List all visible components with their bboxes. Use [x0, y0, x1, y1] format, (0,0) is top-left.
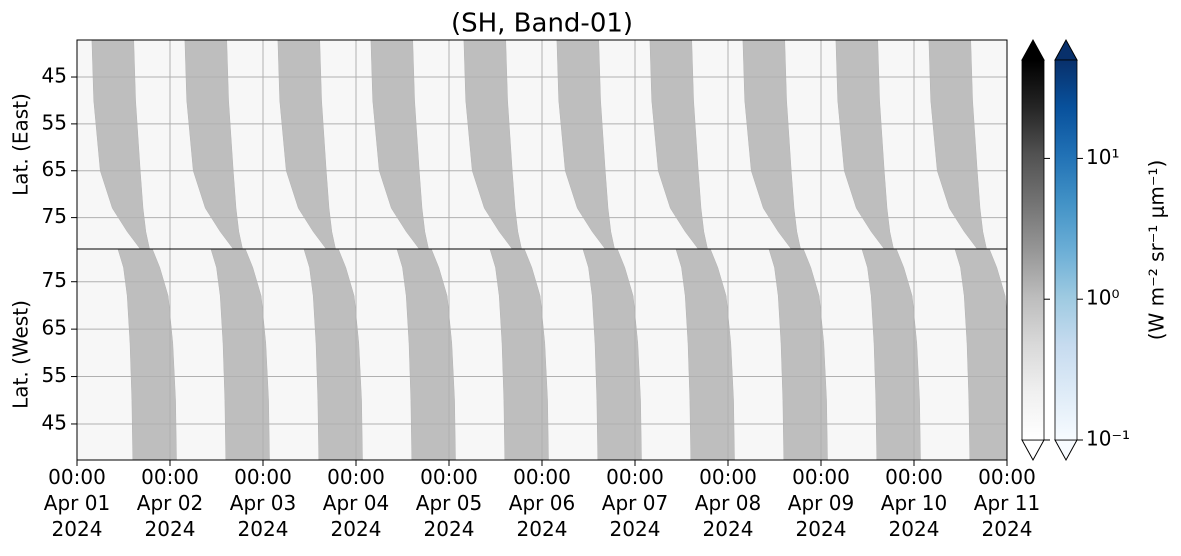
x-tick-label: 00:00 Apr 11 2024: [974, 465, 1040, 541]
stripe: [489, 249, 549, 460]
stripe: [117, 249, 177, 460]
stripe: [396, 249, 456, 460]
stripe: [675, 249, 735, 460]
colorbar-tick-label: 10¹: [1086, 145, 1119, 169]
y-tick-label: 55: [42, 110, 67, 134]
y-tick-label: 65: [42, 157, 67, 181]
y-tick-label: 55: [42, 363, 67, 387]
x-tick-label: 00:00 Apr 08 2024: [695, 465, 761, 541]
y-tick-label: 75: [42, 204, 67, 228]
panel: [77, 249, 1007, 460]
x-tick-label: 00:00 Apr 03 2024: [230, 465, 296, 541]
stripe: [582, 249, 642, 460]
colorbar-extend-max: [1021, 38, 1045, 61]
y-axis-label: Lat. (East): [9, 93, 33, 196]
x-tick-label: 00:00 Apr 06 2024: [509, 465, 575, 541]
colorbar-extend-max: [1054, 38, 1078, 61]
stripe: [210, 249, 270, 460]
x-tick-label: 00:00 Apr 02 2024: [137, 465, 203, 541]
colorbar-extend-min: [1021, 439, 1045, 462]
chart-title: (SH, Band-01): [451, 9, 633, 39]
colorbar: [1054, 59, 1078, 441]
x-tick-label: 00:00 Apr 05 2024: [416, 465, 482, 541]
stripe: [861, 249, 921, 460]
stripe: [954, 249, 1007, 460]
colorbar-tick-label: 10⁻¹: [1086, 427, 1130, 451]
colorbar-extend-min: [1054, 439, 1078, 462]
x-tick-label: 00:00 Apr 10 2024: [881, 465, 947, 541]
x-tick-label: 00:00 Apr 07 2024: [602, 465, 668, 541]
y-tick-label: 45: [42, 64, 67, 88]
x-tick-label: 00:00 Apr 04 2024: [323, 465, 389, 541]
x-tick-label: 00:00 Apr 09 2024: [788, 465, 854, 541]
y-axis-label: Lat. (West): [9, 300, 33, 409]
colorbar-tick-label: 10⁰: [1086, 286, 1119, 310]
y-tick-label: 65: [42, 316, 67, 340]
y-tick-label: 45: [42, 410, 67, 434]
stripe: [303, 249, 363, 460]
colorbar-label: (W m⁻² sr⁻¹ μm⁻¹): [1145, 160, 1169, 341]
x-tick-label: 00:00 Apr 01 2024: [44, 465, 110, 541]
colorbar: [1021, 59, 1045, 441]
stripe: [768, 249, 828, 460]
y-tick-label: 75: [42, 268, 67, 292]
